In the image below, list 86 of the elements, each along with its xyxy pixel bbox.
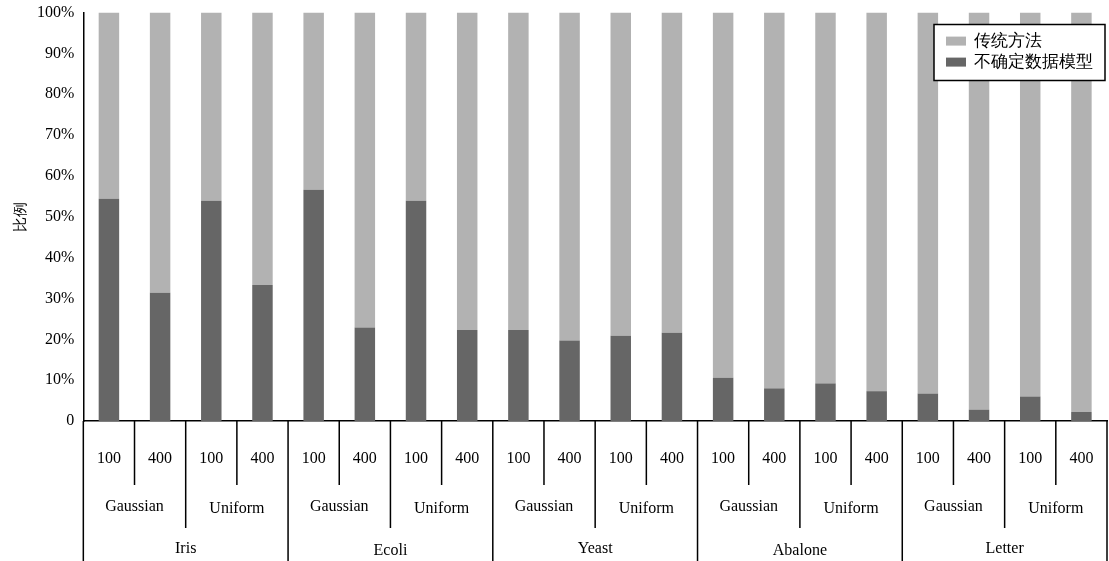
bar	[252, 12, 273, 285]
text: Uniform	[414, 499, 470, 517]
x-tick-label: 400	[762, 449, 787, 467]
y-tick-label: 40%	[45, 247, 75, 265]
bar	[1019, 396, 1041, 421]
x-tick-label: 100	[301, 449, 326, 467]
y-tick-label: 100%	[37, 2, 75, 20]
x-tick-label: 100	[506, 449, 531, 467]
x-tick-label: 100	[404, 449, 429, 467]
legend-label: 传统方法	[974, 31, 1042, 51]
bar	[303, 12, 324, 190]
x-tick-label: 100	[813, 449, 838, 467]
bar	[764, 12, 785, 389]
bar	[303, 189, 324, 421]
bar	[201, 200, 222, 421]
bar	[252, 285, 273, 421]
y-tick-label: 60%	[45, 166, 75, 184]
text: Yeast	[577, 539, 614, 557]
text: Gaussian	[514, 497, 574, 515]
bar	[815, 12, 836, 384]
x-tick-label: 400	[148, 449, 173, 467]
bar	[98, 198, 120, 421]
bar	[456, 12, 478, 330]
text: Uniform	[1028, 499, 1084, 517]
x-tick-label: 400	[967, 449, 992, 467]
bar	[1071, 412, 1092, 421]
y-tick-label: 80%	[45, 84, 75, 102]
bar	[917, 393, 939, 421]
bar	[354, 12, 376, 328]
y-tick-label: 20%	[45, 329, 75, 347]
bar	[815, 383, 836, 421]
x-tick-label: 100	[1018, 449, 1043, 467]
bar	[712, 377, 734, 421]
x-tick-label: 400	[557, 449, 582, 467]
bar	[559, 12, 580, 341]
text: Uniform	[618, 499, 675, 517]
x-tick-label: 100	[96, 449, 121, 467]
bar	[508, 12, 529, 330]
x-tick-label: 400	[352, 449, 377, 467]
y-axis-title: 比例	[11, 201, 28, 232]
bar	[866, 391, 887, 421]
text: Gaussian	[309, 497, 369, 515]
bar	[456, 329, 478, 421]
bar	[764, 388, 785, 421]
text: Uniform	[209, 499, 265, 517]
y-tick-label: 70%	[45, 125, 75, 143]
bar	[559, 340, 580, 421]
text: Abalone	[772, 541, 827, 559]
bar	[661, 332, 683, 421]
bar	[149, 12, 171, 293]
text: Gaussian	[105, 497, 164, 515]
bar	[405, 200, 427, 421]
bar	[917, 12, 939, 394]
x-tick-label: 100	[915, 449, 940, 467]
text: Uniform	[823, 499, 880, 517]
y-tick-label: 10%	[45, 370, 75, 388]
text: Ecoli	[373, 541, 408, 559]
x-tick-label: 100	[199, 449, 224, 467]
bar	[354, 327, 376, 421]
bar	[201, 12, 222, 201]
legend-label: 不确定数据模型	[974, 52, 1093, 72]
bar	[610, 12, 631, 336]
x-tick-label: 100	[608, 449, 633, 467]
text: Iris	[175, 539, 197, 557]
y-tick-label: 30%	[45, 288, 75, 306]
bar	[98, 12, 120, 199]
y-tick-label: 50%	[45, 207, 75, 224]
text: Gaussian	[924, 497, 983, 515]
x-tick-label: 400	[250, 449, 275, 467]
bar	[405, 12, 427, 201]
bar	[712, 12, 734, 378]
y-tick-label: 0	[66, 411, 75, 429]
text: Letter	[985, 539, 1025, 557]
x-tick-label: 400	[864, 449, 889, 467]
bar	[866, 12, 887, 392]
bar	[508, 329, 529, 421]
x-tick-label: 400	[455, 449, 480, 467]
x-tick-label: 100	[711, 449, 736, 467]
bar	[149, 292, 171, 421]
x-tick-label: 400	[659, 449, 684, 467]
y-tick-label: 90%	[45, 43, 75, 61]
x-tick-label: 400	[1069, 449, 1094, 467]
bar	[968, 409, 990, 421]
text: Gaussian	[719, 497, 779, 515]
bar	[661, 12, 683, 333]
bar	[610, 335, 631, 421]
